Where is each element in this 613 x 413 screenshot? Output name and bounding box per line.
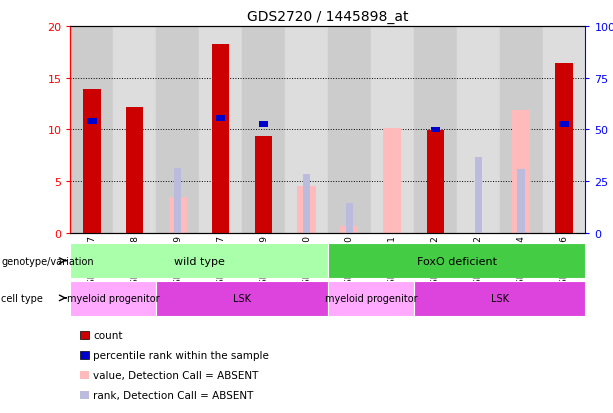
Bar [328,281,414,316]
Bar [80,351,88,359]
Bar [199,27,242,233]
Bar [87,119,97,125]
Text: cell type: cell type [1,293,43,303]
Bar [216,116,226,121]
Text: rank, Detection Call = ABSENT: rank, Detection Call = ABSENT [93,390,254,400]
Bar [517,169,525,233]
Text: myeloid progenitor: myeloid progenitor [324,293,417,304]
Bar [383,129,402,233]
Bar [169,197,187,233]
Bar [457,27,500,233]
Bar [255,136,272,233]
Text: LSK: LSK [490,293,509,304]
Text: genotype/variation: genotype/variation [1,256,94,266]
Bar [70,27,113,233]
Bar [259,122,268,128]
Text: value, Detection Call = ABSENT: value, Detection Call = ABSENT [93,370,259,380]
Bar [297,187,316,233]
Text: myeloid progenitor: myeloid progenitor [67,293,160,304]
Bar [83,90,101,233]
Bar [427,131,444,233]
Bar [340,226,359,233]
Bar [512,110,530,233]
Bar [430,127,440,133]
Bar [156,281,328,316]
Bar [328,27,371,233]
Bar [174,169,181,233]
Bar [414,27,457,233]
Bar [303,174,310,233]
Text: LSK: LSK [233,293,251,304]
Bar [559,122,569,128]
Text: FoxO deficient: FoxO deficient [417,256,497,266]
Bar [70,244,328,279]
Bar [285,27,328,233]
Bar [346,203,353,233]
Bar [555,64,573,233]
Text: percentile rank within the sample: percentile rank within the sample [93,350,269,360]
Bar [543,27,585,233]
Bar [328,244,585,279]
Bar [80,371,88,379]
Bar [474,158,482,233]
Bar [80,391,88,399]
Bar [156,27,199,233]
Bar [126,107,143,233]
Bar [414,281,585,316]
Bar [80,332,88,339]
Bar [371,27,414,233]
Text: count: count [93,330,123,340]
Title: GDS2720 / 1445898_at: GDS2720 / 1445898_at [247,10,409,24]
Text: wild type: wild type [174,256,224,266]
Bar [500,27,543,233]
Bar [212,44,229,233]
Bar [113,27,156,233]
Bar [242,27,285,233]
Bar [70,281,156,316]
